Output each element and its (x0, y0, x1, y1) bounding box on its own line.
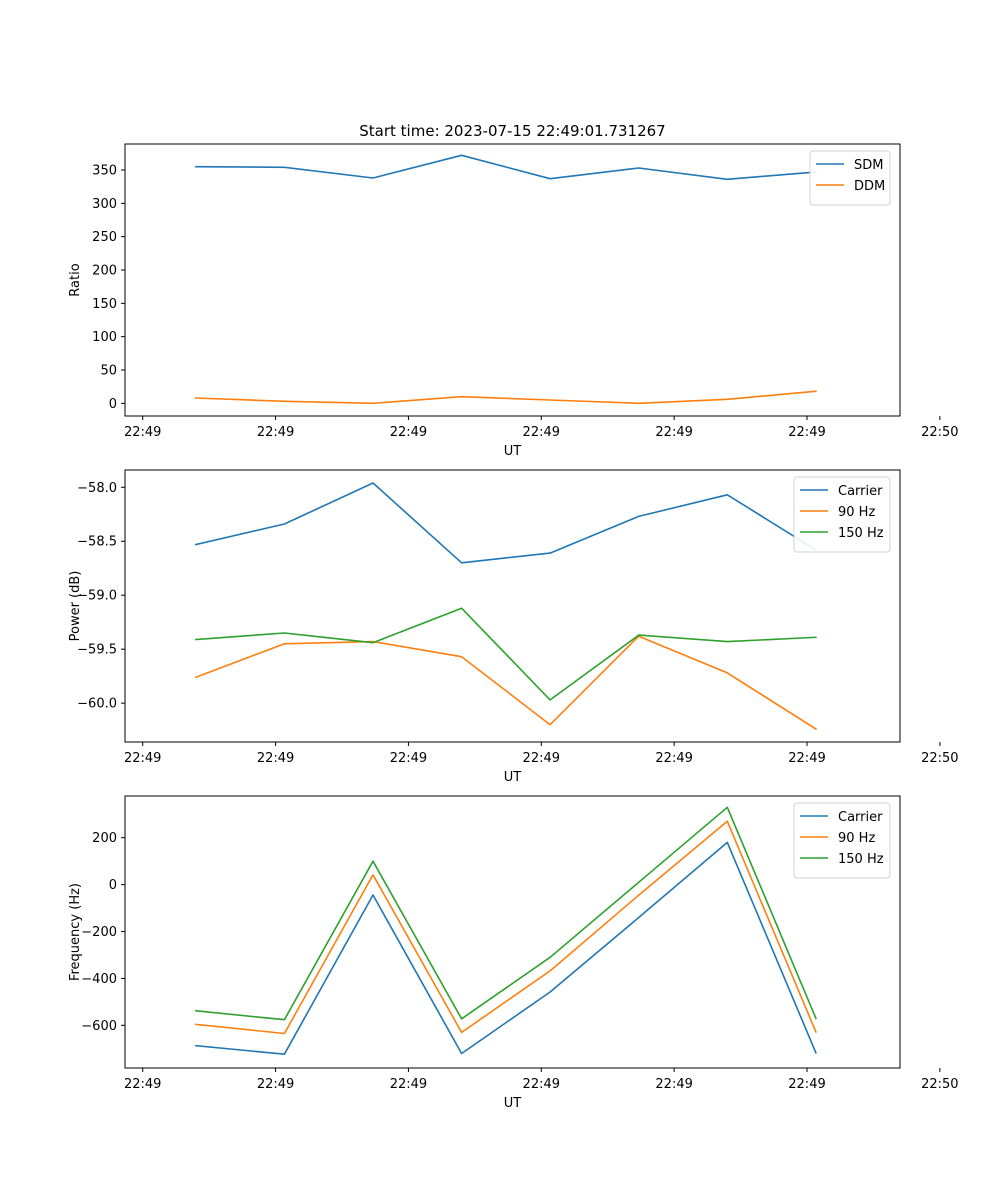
y-tick-label: 0 (109, 397, 117, 412)
series-line-ddm (195, 390, 817, 405)
x-tick-label: 22:49 (655, 751, 692, 766)
y-tick-label: 50 (100, 364, 117, 379)
y-tick-label: 250 (92, 230, 117, 245)
legend-label: 150 Hz (838, 526, 884, 541)
x-tick-label: 22:50 (921, 751, 958, 766)
series-line-carrier (195, 841, 817, 1055)
x-tick-label: 22:49 (257, 1077, 294, 1092)
x-tick-label: 22:50 (921, 425, 958, 440)
axes-frame (124, 469, 901, 743)
series-line-150-hz (195, 607, 817, 701)
x-tick-label: 22:49 (257, 425, 294, 440)
x-tick-label: 22:49 (124, 751, 161, 766)
x-tick-label: 22:49 (655, 1077, 692, 1092)
legend-label: SDM (854, 158, 883, 173)
legend-label: 150 Hz (838, 852, 884, 867)
y-tick-label: −200 (81, 925, 117, 940)
x-tick-label: 22:49 (523, 751, 560, 766)
power-chart: 22:49 22:49 22:49 22:49 22:49 22:49 22:50 −60.0… (68, 469, 959, 785)
legend-box (793, 476, 891, 553)
legend-label: 90 Hz (838, 505, 875, 520)
x-tick-label: 22:49 (523, 425, 560, 440)
series-line-90-hz (194, 635, 818, 731)
y-tick-label: 300 (92, 197, 117, 212)
x-tick-label: 22:49 (390, 751, 427, 766)
legend: Carrier 90 Hz 150 Hz (793, 476, 891, 553)
y-tick-label: −600 (81, 1019, 117, 1034)
y-axis-label: Ratio (68, 263, 83, 296)
x-tick-label: 22:49 (390, 1077, 427, 1092)
legend: SDM DDM (809, 150, 891, 206)
x-tick-label: 22:49 (788, 1077, 825, 1092)
x-axis-label: UT (504, 1096, 522, 1111)
x-tick-label: 22:49 (390, 425, 427, 440)
y-tick-label: −58.0 (77, 481, 117, 496)
figure-title: Start time: 2023-07-15 22:49:01.731267 (359, 122, 665, 140)
x-tick-label: 22:49 (788, 751, 825, 766)
y-tick-label: 150 (92, 297, 117, 312)
y-tick-label: 200 (92, 264, 117, 279)
y-tick-label: 0 (109, 878, 117, 893)
x-tick-label: 22:49 (257, 751, 294, 766)
x-tick-label: 22:49 (523, 1077, 560, 1092)
x-axis-label: UT (504, 444, 522, 459)
frequency-chart: 22:49 22:49 22:49 22:49 22:49 22:49 22:50 −600 −… (68, 795, 959, 1111)
legend-label: Carrier (838, 810, 883, 825)
ratio-chart: 22:49 22:49 22:49 22:49 22:49 22:49 22:50 0 50 10… (68, 143, 959, 459)
series-line-150-hz (195, 806, 817, 1021)
y-tick-label: −400 (81, 972, 117, 987)
y-axis-label: Power (dB) (68, 571, 83, 642)
y-axis-label: Frequency (Hz) (68, 883, 83, 981)
x-tick-label: 22:49 (124, 1077, 161, 1092)
y-tick-label: −59.0 (77, 589, 117, 604)
series-line-carrier (194, 482, 818, 564)
series-line-sdm (195, 154, 817, 181)
x-tick-label: 22:49 (124, 425, 161, 440)
y-tick-label: 350 (92, 164, 117, 179)
legend: Carrier 90 Hz 150 Hz (793, 802, 891, 879)
series-line-90-hz (195, 820, 817, 1035)
y-tick-label: −59.5 (77, 643, 117, 658)
y-tick-label: −60.0 (77, 697, 117, 712)
x-tick-label: 22:49 (788, 425, 825, 440)
y-tick-label: 100 (92, 330, 117, 345)
legend-label: DDM (854, 179, 885, 194)
x-tick-label: 22:49 (655, 425, 692, 440)
legend-label: Carrier (838, 484, 883, 499)
axes-frame (124, 143, 901, 417)
legend-label: 90 Hz (838, 831, 875, 846)
x-tick-label: 22:50 (921, 1077, 958, 1092)
y-tick-label: 200 (92, 831, 117, 846)
y-tick-label: −58.5 (77, 535, 117, 550)
legend-box (793, 802, 891, 879)
x-axis-label: UT (504, 770, 522, 785)
